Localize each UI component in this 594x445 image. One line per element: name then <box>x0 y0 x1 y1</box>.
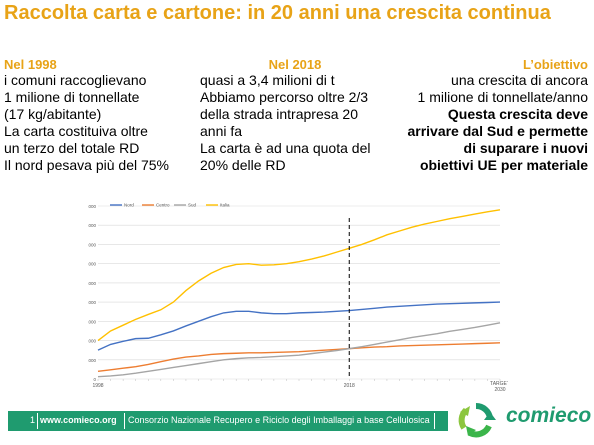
x-tick-label-target: TARGET <box>490 381 508 387</box>
column-objective: L’obiettivo una crescita di ancora 1 mil… <box>388 57 588 174</box>
logo-text: comieco <box>506 404 592 427</box>
column-line-bold: obiettivi UE per materiale <box>419 157 588 173</box>
column-line: della strada intrapresa 20 <box>200 106 358 122</box>
column-heading: L’obiettivo <box>523 57 588 72</box>
y-tick-label: 1.000.000 <box>88 339 96 344</box>
y-tick-label: 4.000.000 <box>88 223 96 228</box>
x-tick-label-target-year: 2030 <box>494 387 505 393</box>
column-heading: Nel 1998 <box>4 57 57 72</box>
comieco-logo-icon <box>458 402 496 438</box>
column-line-bold: Questa crescita deve <box>447 106 588 122</box>
x-tick-label: 2018 <box>344 383 355 389</box>
series-line-nord <box>97 301 501 351</box>
y-tick-label: 2.000.000 <box>88 300 96 305</box>
footer-url-link[interactable]: www.comieco.org <box>40 415 117 425</box>
column-line: 1 milione di tonnellate/anno <box>417 89 588 105</box>
column-line-bold: arrivare dal Sud e permette <box>407 123 588 139</box>
y-tick-label: 1.500.000 <box>88 319 96 324</box>
column-line: Il nord pesava più del 75% <box>4 157 169 173</box>
y-tick-label: 3.000.000 <box>88 262 96 267</box>
y-tick-label: 4.500.000 <box>88 204 96 209</box>
footer-divider <box>124 413 125 429</box>
column-line: La carta costituiva oltre <box>4 123 148 139</box>
legend-label: Nord <box>124 203 134 208</box>
footer-divider <box>434 413 435 429</box>
y-tick-label: 3.500.000 <box>88 242 96 247</box>
series-line-sud <box>97 322 501 378</box>
page-number: 1 <box>30 415 36 425</box>
footer-text: Consorzio Nazionale Recupero e Riciclo d… <box>128 415 430 425</box>
column-line: quasi a 3,4 milioni di t <box>200 72 335 88</box>
footer-divider <box>37 413 38 429</box>
column-line: La carta è ad una quota del <box>200 140 371 156</box>
column-2018: Nel 2018 quasi a 3,4 milioni di t Abbiam… <box>200 57 390 174</box>
column-line: anni fa <box>200 123 243 139</box>
x-tick-label: 1998 <box>92 383 103 389</box>
column-line: una crescita di ancora <box>451 72 588 88</box>
column-line: Abbiamo percorso oltre 2/3 <box>200 89 369 105</box>
legend-label: Italia <box>220 203 230 208</box>
legend-label: Centro <box>156 203 170 208</box>
column-line: un terzo del totale RD <box>4 140 140 156</box>
column-line: (17 kg/abitante) <box>4 106 102 122</box>
column-line: 20% delle RD <box>200 157 286 173</box>
y-tick-label: 500.000 <box>88 358 96 363</box>
line-chart: 0 500.000 1.000.000 1.500.000 2.000.000 2.500… <box>88 203 508 394</box>
column-line-bold: di suparare i nuovi <box>463 140 588 156</box>
column-heading: Nel 2018 <box>268 57 322 72</box>
series-line-italia <box>97 209 501 342</box>
y-tick-label: 2.500.000 <box>88 281 96 286</box>
series-line-centro <box>97 342 501 373</box>
column-1998: Nel 1998 i comuni raccoglievano 1 milion… <box>4 57 189 174</box>
legend-label: Sud <box>188 203 197 208</box>
column-line: 1 milione di tonnellate <box>4 89 140 105</box>
y-tick-label: 0 <box>93 377 96 382</box>
footer-bar <box>8 411 448 431</box>
column-line: i comuni raccoglievano <box>4 72 147 88</box>
slide-title: Raccolta carta e cartone: in 20 anni una… <box>4 2 551 24</box>
